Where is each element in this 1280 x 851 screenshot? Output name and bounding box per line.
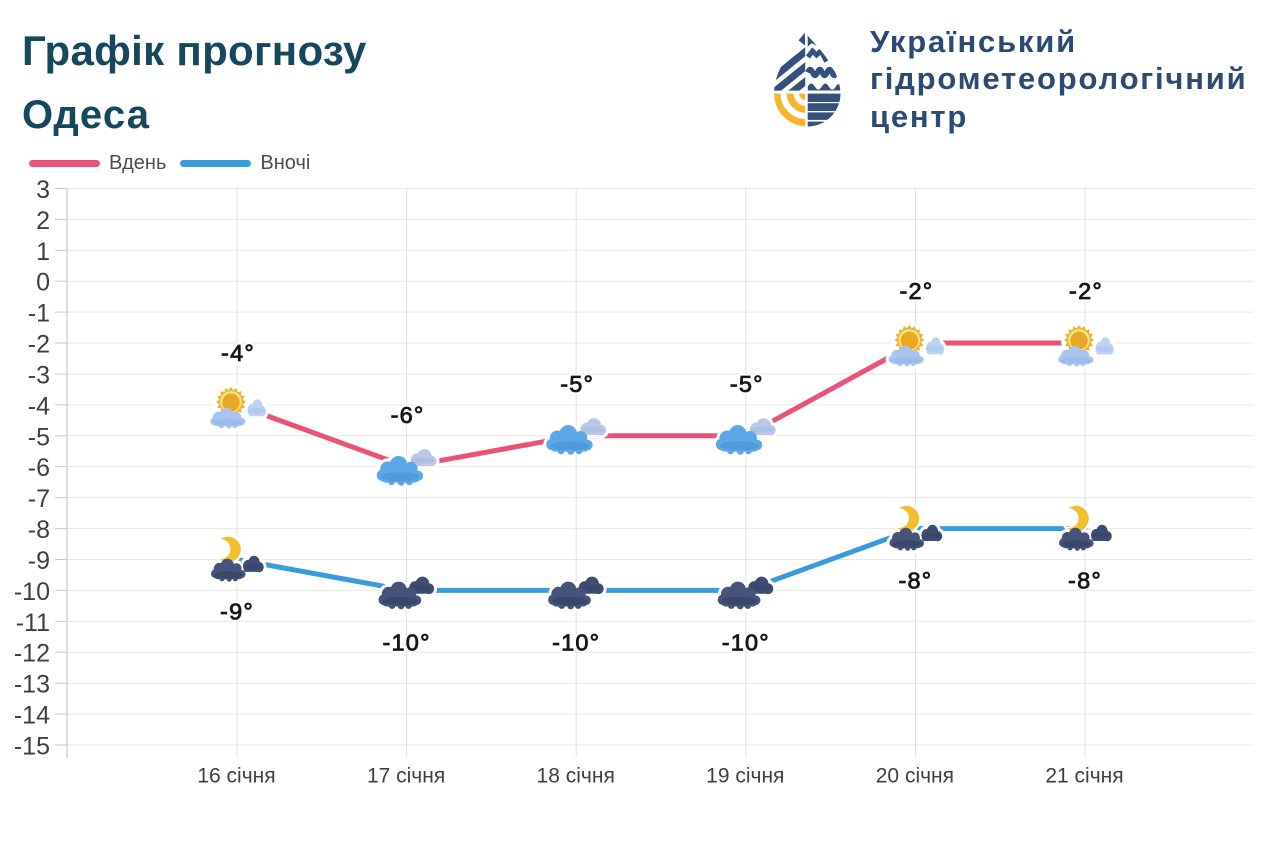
svg-text:-10°: -10°	[722, 629, 770, 655]
svg-text:-10°: -10°	[552, 629, 600, 655]
svg-text:-3: -3	[28, 362, 50, 390]
svg-text:-5°: -5°	[560, 371, 594, 397]
svg-text:-5°: -5°	[730, 371, 764, 397]
svg-text:-9°: -9°	[220, 599, 254, 625]
svg-text:-8°: -8°	[898, 568, 932, 594]
svg-text:-4°: -4°	[221, 340, 255, 366]
svg-text:-2: -2	[28, 331, 50, 359]
svg-text:-7: -7	[28, 485, 50, 513]
svg-text:19 січня: 19 січня	[706, 765, 784, 788]
svg-text:2: 2	[36, 207, 50, 235]
svg-text:-12: -12	[14, 640, 50, 668]
svg-text:-5°: -5°	[560, 371, 594, 397]
svg-text:-9: -9	[28, 547, 50, 575]
svg-text:-8: -8	[28, 516, 50, 544]
svg-text:-8°: -8°	[1068, 568, 1102, 594]
svg-text:-2°: -2°	[899, 278, 933, 304]
svg-text:-8°: -8°	[898, 568, 932, 594]
svg-text:18 січня: 18 січня	[537, 765, 615, 788]
svg-text:21 січня: 21 січня	[1045, 765, 1123, 788]
svg-text:-9°: -9°	[220, 599, 254, 625]
svg-text:3: 3	[36, 176, 50, 204]
svg-text:-1: -1	[28, 300, 50, 328]
svg-text:17 січня: 17 січня	[367, 765, 445, 788]
svg-text:16 січня: 16 січня	[197, 765, 275, 788]
svg-text:-2°: -2°	[1069, 278, 1103, 304]
svg-text:-10°: -10°	[383, 629, 431, 655]
svg-text:20 січня: 20 січня	[876, 765, 954, 788]
svg-text:-10°: -10°	[552, 629, 600, 655]
svg-text:1: 1	[36, 238, 50, 266]
svg-text:-14: -14	[14, 702, 50, 730]
svg-text:-8°: -8°	[1068, 568, 1102, 594]
svg-text:-5: -5	[28, 423, 50, 451]
svg-text:-6°: -6°	[391, 402, 425, 428]
svg-text:-15: -15	[14, 733, 50, 761]
svg-text:-13: -13	[14, 671, 50, 699]
svg-text:-2°: -2°	[1069, 278, 1103, 304]
svg-text:-6: -6	[28, 454, 50, 482]
svg-text:-10: -10	[14, 578, 50, 606]
svg-text:-10°: -10°	[383, 629, 431, 655]
svg-text:-5°: -5°	[730, 371, 764, 397]
svg-text:-2°: -2°	[899, 278, 933, 304]
svg-text:-4°: -4°	[221, 340, 255, 366]
svg-text:-6°: -6°	[391, 402, 425, 428]
svg-text:-10°: -10°	[722, 629, 770, 655]
svg-text:-4: -4	[28, 392, 50, 420]
svg-text:-11: -11	[16, 609, 50, 637]
svg-text:0: 0	[36, 269, 50, 297]
